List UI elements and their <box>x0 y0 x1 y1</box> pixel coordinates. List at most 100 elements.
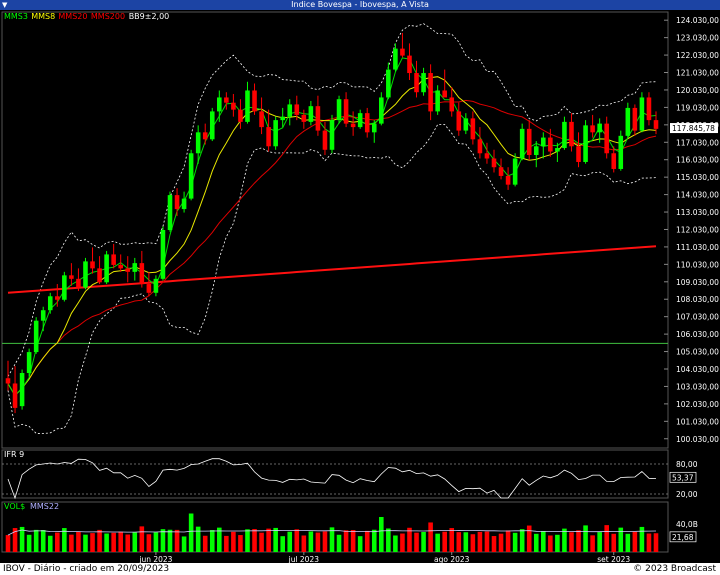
candle-body <box>618 135 624 169</box>
x-tick-label: jul 2023 <box>288 555 320 563</box>
volume-bar <box>90 533 95 552</box>
candle-body <box>315 106 321 131</box>
bollinger-upper-band <box>7 23 657 377</box>
volume-bar <box>287 531 293 552</box>
volume-bar <box>611 533 617 552</box>
volume-bar <box>308 531 314 552</box>
volume-bar <box>646 533 652 552</box>
y-tick-label: 117.030,00 <box>676 138 719 147</box>
volume-bar <box>125 534 131 552</box>
volume-bar <box>555 534 560 552</box>
candle-body <box>202 132 208 140</box>
volume-bar <box>280 536 285 552</box>
candle-body <box>519 128 525 159</box>
candle-body <box>343 99 349 124</box>
candle-body <box>19 373 25 407</box>
candle-body <box>104 254 109 283</box>
vol-tick-label: 40,0B <box>676 520 698 529</box>
candle-body <box>470 118 476 140</box>
volume-bar <box>231 531 236 552</box>
candle-body <box>266 127 271 147</box>
candle-body <box>407 55 412 74</box>
legend-entry: MMS3 <box>4 12 28 21</box>
volume-bar <box>364 530 370 552</box>
volume-bar <box>583 525 588 552</box>
volume-bar <box>97 529 102 552</box>
candle-body <box>245 90 250 122</box>
volume-bar <box>209 530 215 552</box>
volume-bar <box>69 534 74 552</box>
vol-title: VOL$ <box>4 502 25 511</box>
volume-bar <box>653 533 659 552</box>
volume-bar <box>12 528 18 552</box>
y-tick-label: 103.030,00 <box>676 382 719 391</box>
candle-body <box>533 146 539 156</box>
candle-body <box>139 263 145 285</box>
volume-bar <box>625 533 631 552</box>
volume-bar <box>139 526 145 552</box>
ifr-title: IFR 9 <box>4 450 24 459</box>
volume-bar <box>202 535 208 552</box>
volume-bar <box>47 535 53 552</box>
volume-bar <box>83 534 88 552</box>
volume-bar <box>512 532 518 552</box>
volume-bar <box>273 527 278 552</box>
candle-body <box>364 113 370 133</box>
volume-bar <box>449 528 455 552</box>
y-tick-label: 114.030,00 <box>676 191 719 200</box>
y-tick-label: 110.030,00 <box>676 260 719 269</box>
volume-bar <box>224 535 229 552</box>
candle-body <box>301 114 307 122</box>
candle-body <box>287 104 293 117</box>
volume-bar <box>639 526 645 552</box>
y-tick-label: 116.030,00 <box>676 156 719 165</box>
volume-bar <box>146 534 152 552</box>
candle-body <box>181 198 187 210</box>
candle-body <box>562 121 567 149</box>
volume-bar <box>379 517 384 552</box>
candle-body <box>456 111 462 131</box>
vol-last-label: 21,68 <box>672 533 694 542</box>
candle-body <box>526 128 532 156</box>
candle-body <box>421 73 426 93</box>
candle-body <box>167 195 173 230</box>
candle-body <box>329 120 335 150</box>
y-tick-label: 105.030,00 <box>676 348 719 357</box>
candle-body <box>5 378 11 384</box>
chevron-down-icon[interactable]: ▼ <box>2 1 8 9</box>
volume-bar <box>259 532 264 552</box>
candle-body <box>604 123 609 154</box>
vol-mms22-line <box>7 529 657 536</box>
candle-body <box>477 139 483 154</box>
y-tick-label: 124.030,00 <box>676 16 719 25</box>
candle-body <box>47 296 53 311</box>
candle-body <box>583 125 588 162</box>
volume-bar <box>477 531 483 552</box>
volume-bar <box>442 531 447 552</box>
candle-body <box>26 352 32 374</box>
candle-body <box>294 104 300 115</box>
candle-body <box>548 137 553 152</box>
vol-panel-frame <box>1 501 669 553</box>
volume-bar <box>386 528 391 552</box>
candle-body <box>69 275 74 279</box>
volume-bar <box>604 525 609 552</box>
volume-bar <box>55 532 60 552</box>
candle-body <box>484 153 490 159</box>
candle-body <box>435 90 440 112</box>
candle-body <box>259 111 264 128</box>
ifr-last-box <box>669 471 697 483</box>
volume-bar <box>519 529 525 552</box>
candle-body <box>541 137 546 147</box>
candle-body <box>76 278 81 288</box>
x-tick-label: jun 2023 <box>138 555 172 563</box>
volume-bar <box>456 532 462 552</box>
candle-body <box>357 113 363 128</box>
volume-bar <box>301 535 307 552</box>
volume-bar <box>132 532 138 552</box>
volume-bar <box>160 529 166 552</box>
volume-bar <box>104 533 109 552</box>
volume-bar <box>357 536 363 552</box>
volume-bar <box>238 535 243 552</box>
volume-bar <box>400 533 405 552</box>
